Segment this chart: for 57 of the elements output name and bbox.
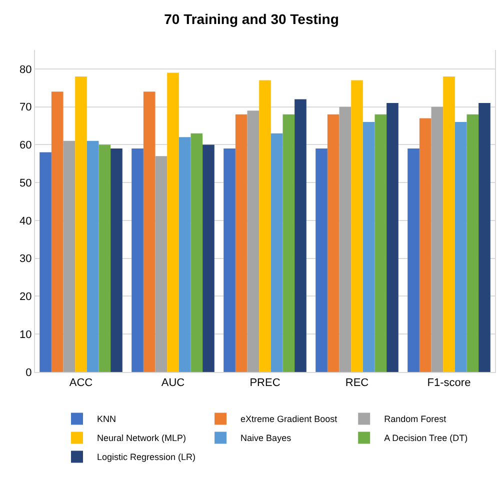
y-tick-label: 30 <box>20 253 32 266</box>
bar <box>40 152 52 372</box>
y-tick-label: 10 <box>20 328 32 341</box>
bar <box>224 148 236 372</box>
x-tick-label: AUC <box>161 377 185 390</box>
bar <box>282 114 295 372</box>
bar <box>362 122 375 372</box>
bar <box>259 80 271 372</box>
y-tick-label: 0 <box>26 366 32 379</box>
bar <box>247 110 260 372</box>
bar <box>202 144 214 372</box>
legend-label: Naive Bayes <box>240 433 292 444</box>
bar <box>132 148 144 372</box>
bar <box>386 103 398 372</box>
bar <box>408 148 420 372</box>
bar <box>478 103 490 372</box>
legend-label: A Decision Tree (DT) <box>384 433 468 444</box>
bar <box>51 92 64 372</box>
bar <box>155 156 168 372</box>
bar <box>98 144 111 372</box>
bar <box>178 137 191 372</box>
chart-title: 70 Training and 30 Testing <box>164 11 339 28</box>
bar <box>270 133 283 372</box>
y-tick-label: 40 <box>20 215 32 228</box>
bar <box>374 114 387 372</box>
bar <box>431 106 444 372</box>
y-tick-label: 50 <box>20 177 32 190</box>
x-tick-label: F1-score <box>427 377 471 390</box>
bar <box>327 114 340 372</box>
y-tick-label: 80 <box>20 64 32 76</box>
bar <box>419 118 432 372</box>
bar <box>143 92 156 372</box>
bar <box>454 122 467 372</box>
legend-label: eXtreme Gradient Boost <box>240 414 338 424</box>
bar <box>235 114 248 372</box>
bar <box>351 80 363 372</box>
bar <box>75 76 87 372</box>
x-tick-label: REC <box>345 377 369 390</box>
bar <box>316 148 328 372</box>
x-tick-label: PREC <box>250 377 280 390</box>
bar <box>190 133 203 372</box>
legend-label: Logistic Regression (LR) <box>97 452 196 462</box>
bar <box>110 148 122 372</box>
bar <box>294 99 306 372</box>
y-tick-label: 20 <box>20 291 32 304</box>
x-tick-label: ACC <box>69 377 93 390</box>
bar <box>63 140 76 372</box>
bar <box>86 140 99 372</box>
bar <box>466 114 479 372</box>
legend-label: Random Forest <box>384 414 447 424</box>
bar <box>443 76 455 372</box>
legend-label: Neural Network (MLP) <box>97 433 186 444</box>
y-tick-label: 60 <box>20 140 32 152</box>
bar <box>167 72 179 372</box>
bar <box>339 106 352 372</box>
legend-label: KNN <box>97 414 116 424</box>
y-tick-label: 70 <box>20 102 32 114</box>
